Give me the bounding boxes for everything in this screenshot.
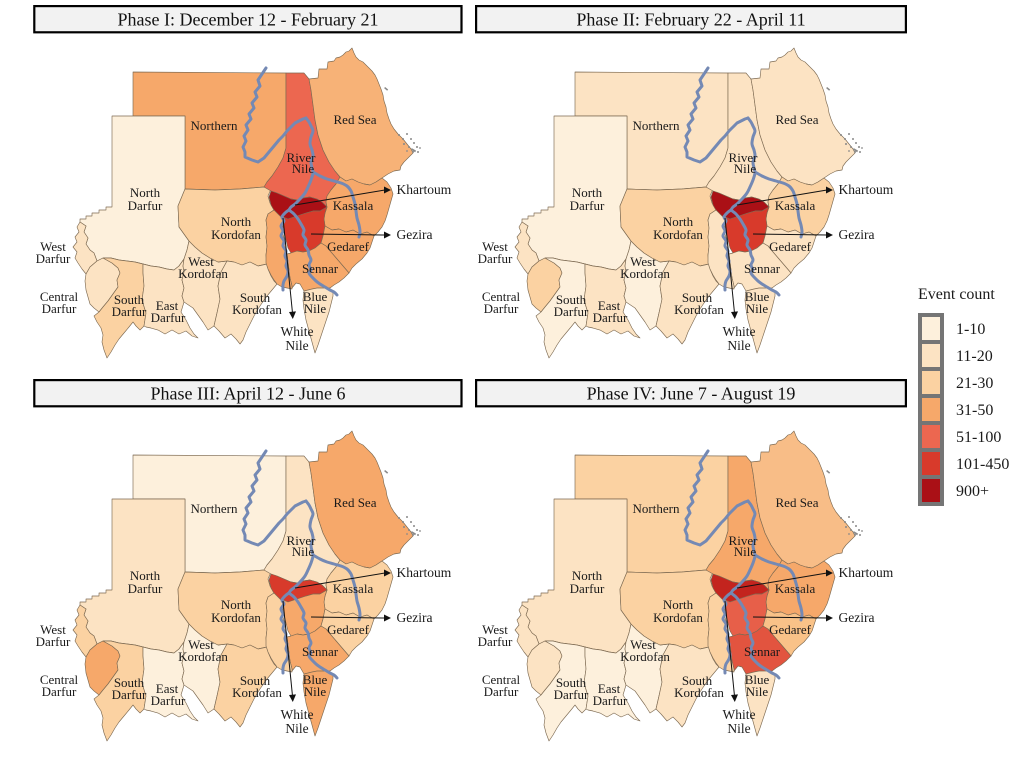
svg-text:21-30: 21-30 — [956, 375, 993, 392]
svg-text:31-50: 31-50 — [956, 402, 993, 419]
svg-text:900+: 900+ — [956, 483, 989, 500]
svg-text:11-20: 11-20 — [956, 348, 993, 365]
svg-text:Phase II: February 22 - April: Phase II: February 22 - April 11 — [576, 10, 805, 30]
svg-text:51-100: 51-100 — [956, 429, 1001, 446]
svg-text:1-10: 1-10 — [956, 321, 985, 338]
svg-text:Phase I: December 12 - Februar: Phase I: December 12 - February 21 — [118, 10, 379, 30]
svg-text:Phase III: April 12 - June 6: Phase III: April 12 - June 6 — [151, 384, 346, 404]
svg-text:101-450: 101-450 — [956, 456, 1009, 473]
svg-text:Event count: Event count — [918, 286, 995, 303]
svg-text:Phase IV: June 7 - August 19: Phase IV: June 7 - August 19 — [587, 384, 796, 404]
